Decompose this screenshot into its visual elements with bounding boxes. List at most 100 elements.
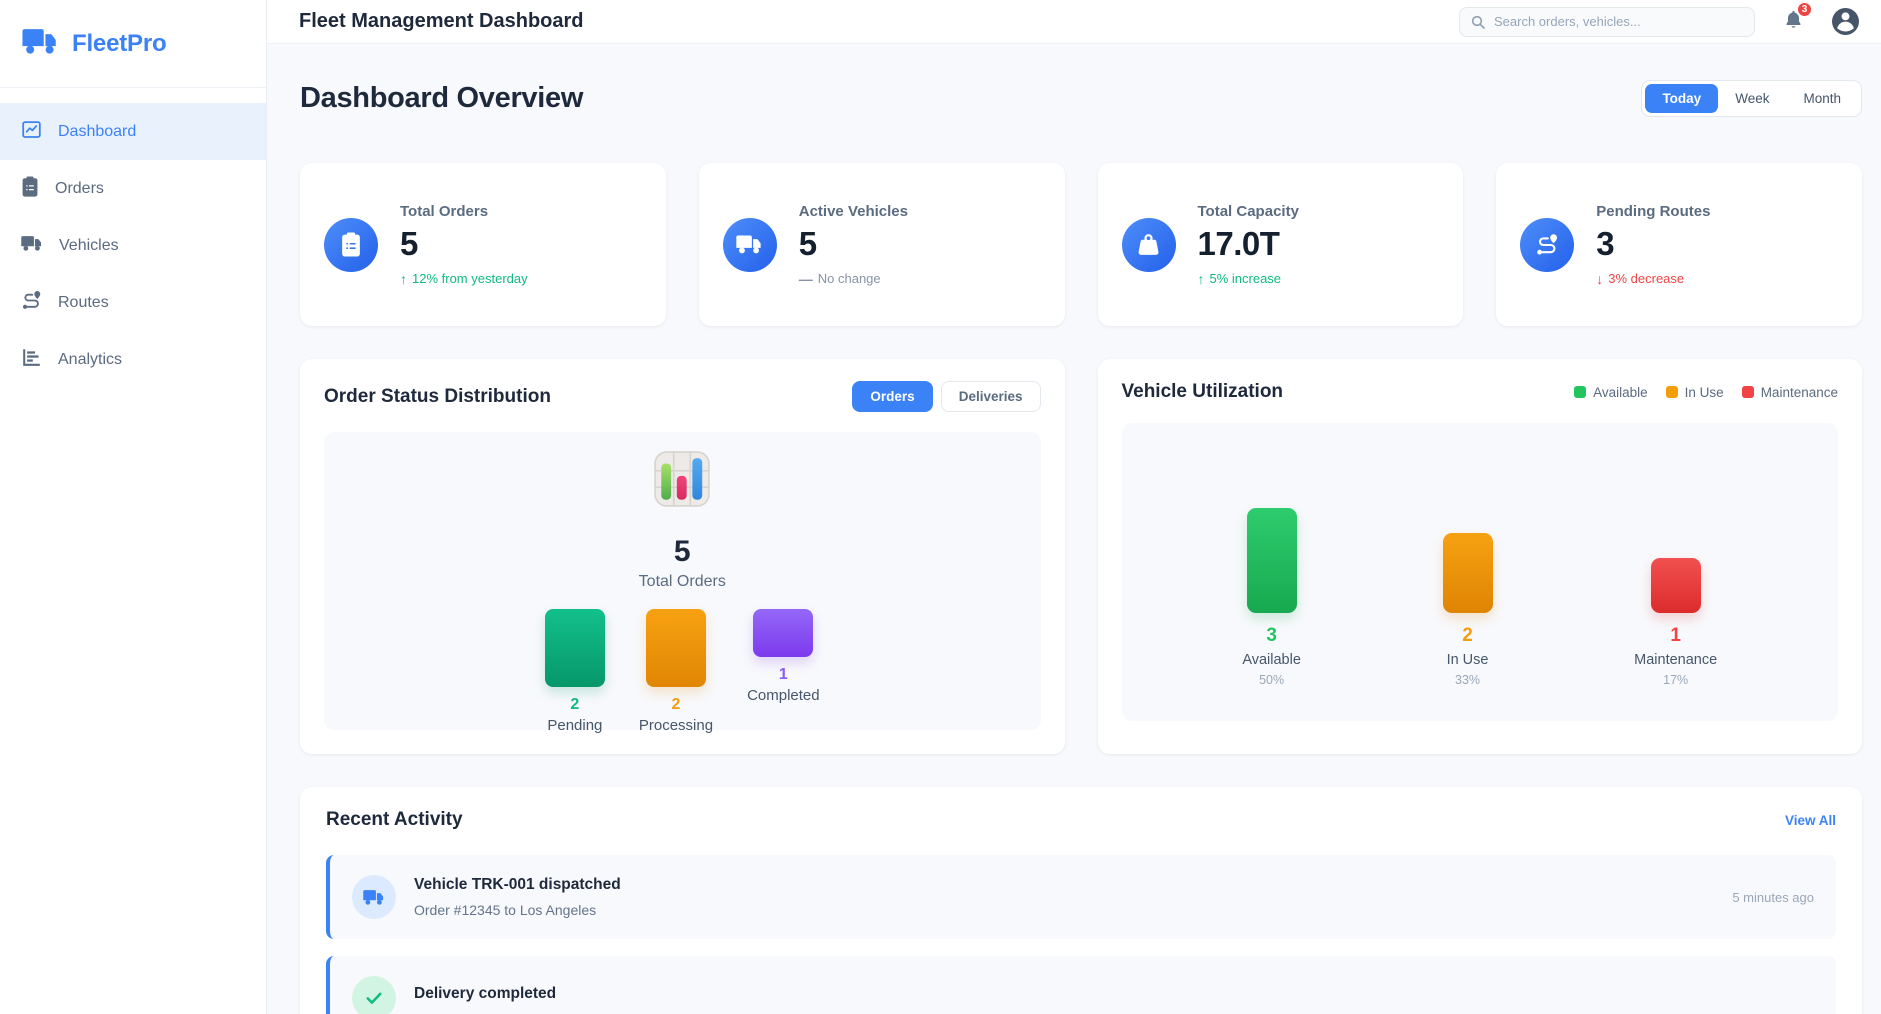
- search-input[interactable]: [1459, 6, 1755, 37]
- maintenance-bar: [1650, 558, 1701, 613]
- in-use-percent: 33%: [1455, 673, 1481, 687]
- stat-card-total-orders: Total Orders 5 ↑ 12% from yesterday: [300, 163, 666, 326]
- pending-value: 2: [570, 696, 580, 713]
- brand-logo[interactable]: FleetPro: [0, 0, 266, 88]
- maintenance-label: Maintenance: [1634, 652, 1718, 668]
- weight-icon: [1121, 217, 1176, 272]
- stat-card-pending-routes: Pending Routes 3 ↓ 3% decrease: [1496, 163, 1862, 326]
- vehicle-utilization-chart: 3 Available 50% 2 In Use 33% 1: [1121, 423, 1838, 721]
- truck-icon: [352, 875, 396, 919]
- activity-list: Vehicle TRK-001 dispatched Order #12345 …: [326, 855, 1836, 1014]
- clipboard-icon: [21, 175, 39, 202]
- check-icon: [352, 976, 396, 1014]
- truck-icon: [722, 217, 777, 272]
- stat-card-active-vehicles: Active Vehicles 5 — No change: [698, 163, 1065, 326]
- stat-label: Active Vehicles: [798, 202, 908, 220]
- sidebar-item-label: Routes: [58, 293, 109, 311]
- range-tab-month[interactable]: Month: [1786, 84, 1858, 113]
- legend-swatch-in-use: [1665, 386, 1678, 398]
- tab-orders[interactable]: Orders: [852, 381, 933, 412]
- truck-logo-icon: [22, 27, 59, 61]
- main-content: Dashboard Overview Today Week Month Tota…: [267, 44, 1881, 1014]
- available-bar-group: 3 Available 50%: [1242, 508, 1301, 687]
- legend-swatch-available: [1574, 386, 1587, 398]
- user-avatar[interactable]: [1832, 8, 1859, 35]
- search-box: [1459, 6, 1755, 37]
- page-title: Dashboard Overview: [300, 82, 584, 114]
- clipboard-icon: [324, 217, 378, 272]
- activity-item-delivery[interactable]: Delivery completed: [326, 956, 1836, 1014]
- arrow-down-icon: ↓: [1596, 270, 1604, 287]
- legend-available: Available: [1574, 385, 1648, 400]
- order-status-toggle: Orders Deliveries: [852, 381, 1041, 412]
- activity-subtitle: Order #12345 to Los Angeles: [414, 902, 597, 918]
- activity-item-dispatched[interactable]: Vehicle TRK-001 dispatched Order #12345 …: [326, 855, 1836, 939]
- notification-badge: 3: [1796, 0, 1813, 18]
- route-icon: [21, 290, 42, 316]
- stat-label: Total Capacity: [1197, 202, 1299, 220]
- stat-value: 5: [400, 224, 418, 262]
- notifications-button[interactable]: 3: [1783, 0, 1813, 35]
- sidebar-item-label: Vehicles: [59, 236, 119, 254]
- stat-card-total-capacity: Total Capacity 17.0T ↑ 5% increase: [1097, 163, 1464, 326]
- available-bar: [1246, 508, 1297, 613]
- activity-title: Vehicle TRK-001 dispatched: [414, 876, 621, 893]
- processing-bar: [645, 609, 706, 687]
- in-use-bar: [1442, 533, 1493, 613]
- in-use-value: 2: [1462, 625, 1473, 646]
- topbar-title: Fleet Management Dashboard: [299, 10, 584, 32]
- stat-change: ↓ 3% decrease: [1596, 270, 1685, 287]
- dash-icon: —: [798, 270, 813, 287]
- truck-icon: [21, 235, 43, 257]
- bar-chart-emoji-icon: [653, 450, 711, 513]
- range-tab-today[interactable]: Today: [1645, 84, 1719, 113]
- bar-chart-icon: [21, 347, 42, 373]
- sidebar-item-label: Dashboard: [58, 122, 137, 140]
- recent-activity-title: Recent Activity: [326, 809, 463, 830]
- tab-deliveries[interactable]: Deliveries: [940, 381, 1041, 412]
- sidebar-item-routes[interactable]: Routes: [0, 274, 266, 331]
- stat-label: Total Orders: [400, 202, 489, 220]
- sidebar: FleetPro Dashboard Orders Vehicles: [0, 0, 267, 1014]
- sidebar-item-orders[interactable]: Orders: [0, 160, 266, 217]
- vehicle-utilization-card: Vehicle Utilization Available In Use: [1097, 359, 1862, 754]
- topbar: Fleet Management Dashboard 3: [267, 0, 1881, 44]
- sidebar-item-analytics[interactable]: Analytics: [0, 331, 266, 388]
- activity-title: Delivery completed: [414, 985, 557, 1002]
- maintenance-value: 1: [1670, 625, 1681, 646]
- arrow-up-icon: ↑: [400, 270, 407, 287]
- in-use-bar-group: 2 In Use 33%: [1442, 533, 1493, 687]
- processing-bar-group: 2 Processing: [639, 609, 713, 734]
- orders-total-label: Total Orders: [638, 573, 726, 590]
- pending-bar: [544, 609, 605, 687]
- completed-bar-group: 1 Completed: [747, 609, 820, 704]
- legend-swatch-maintenance: [1741, 386, 1754, 398]
- range-tab-week[interactable]: Week: [1718, 84, 1786, 113]
- orders-total-value: 5: [673, 535, 691, 568]
- stat-change: — No change: [798, 270, 881, 287]
- completed-bar: [753, 609, 814, 657]
- route-icon: [1520, 217, 1575, 272]
- available-value: 3: [1266, 625, 1277, 646]
- stat-change: ↑ 5% increase: [1197, 270, 1282, 287]
- stats-row: Total Orders 5 ↑ 12% from yesterday Acti…: [300, 163, 1862, 326]
- sidebar-item-dashboard[interactable]: Dashboard: [0, 103, 266, 160]
- maintenance-bar-group: 1 Maintenance 17%: [1634, 558, 1717, 687]
- stat-value: 3: [1596, 224, 1615, 262]
- pending-bar-group: 2 Pending: [544, 609, 605, 734]
- recent-activity-card: Recent Activity View All Vehicle TRK-001…: [300, 787, 1862, 1014]
- stat-value: 17.0T: [1197, 224, 1280, 262]
- bell-icon: [1783, 10, 1804, 34]
- vehicle-utilization-title: Vehicle Utilization: [1121, 381, 1284, 402]
- stat-change: ↑ 12% from yesterday: [400, 270, 528, 287]
- view-all-link[interactable]: View All: [1784, 812, 1836, 828]
- stat-label: Pending Routes: [1596, 202, 1711, 220]
- maintenance-percent: 17%: [1663, 673, 1689, 687]
- processing-value: 2: [671, 696, 681, 713]
- pending-label: Pending: [547, 717, 603, 734]
- sidebar-item-vehicles[interactable]: Vehicles: [0, 217, 266, 274]
- charts-row: Order Status Distribution Orders Deliver…: [300, 359, 1862, 754]
- user-icon: [1832, 8, 1859, 35]
- sidebar-item-label: Orders: [55, 179, 104, 197]
